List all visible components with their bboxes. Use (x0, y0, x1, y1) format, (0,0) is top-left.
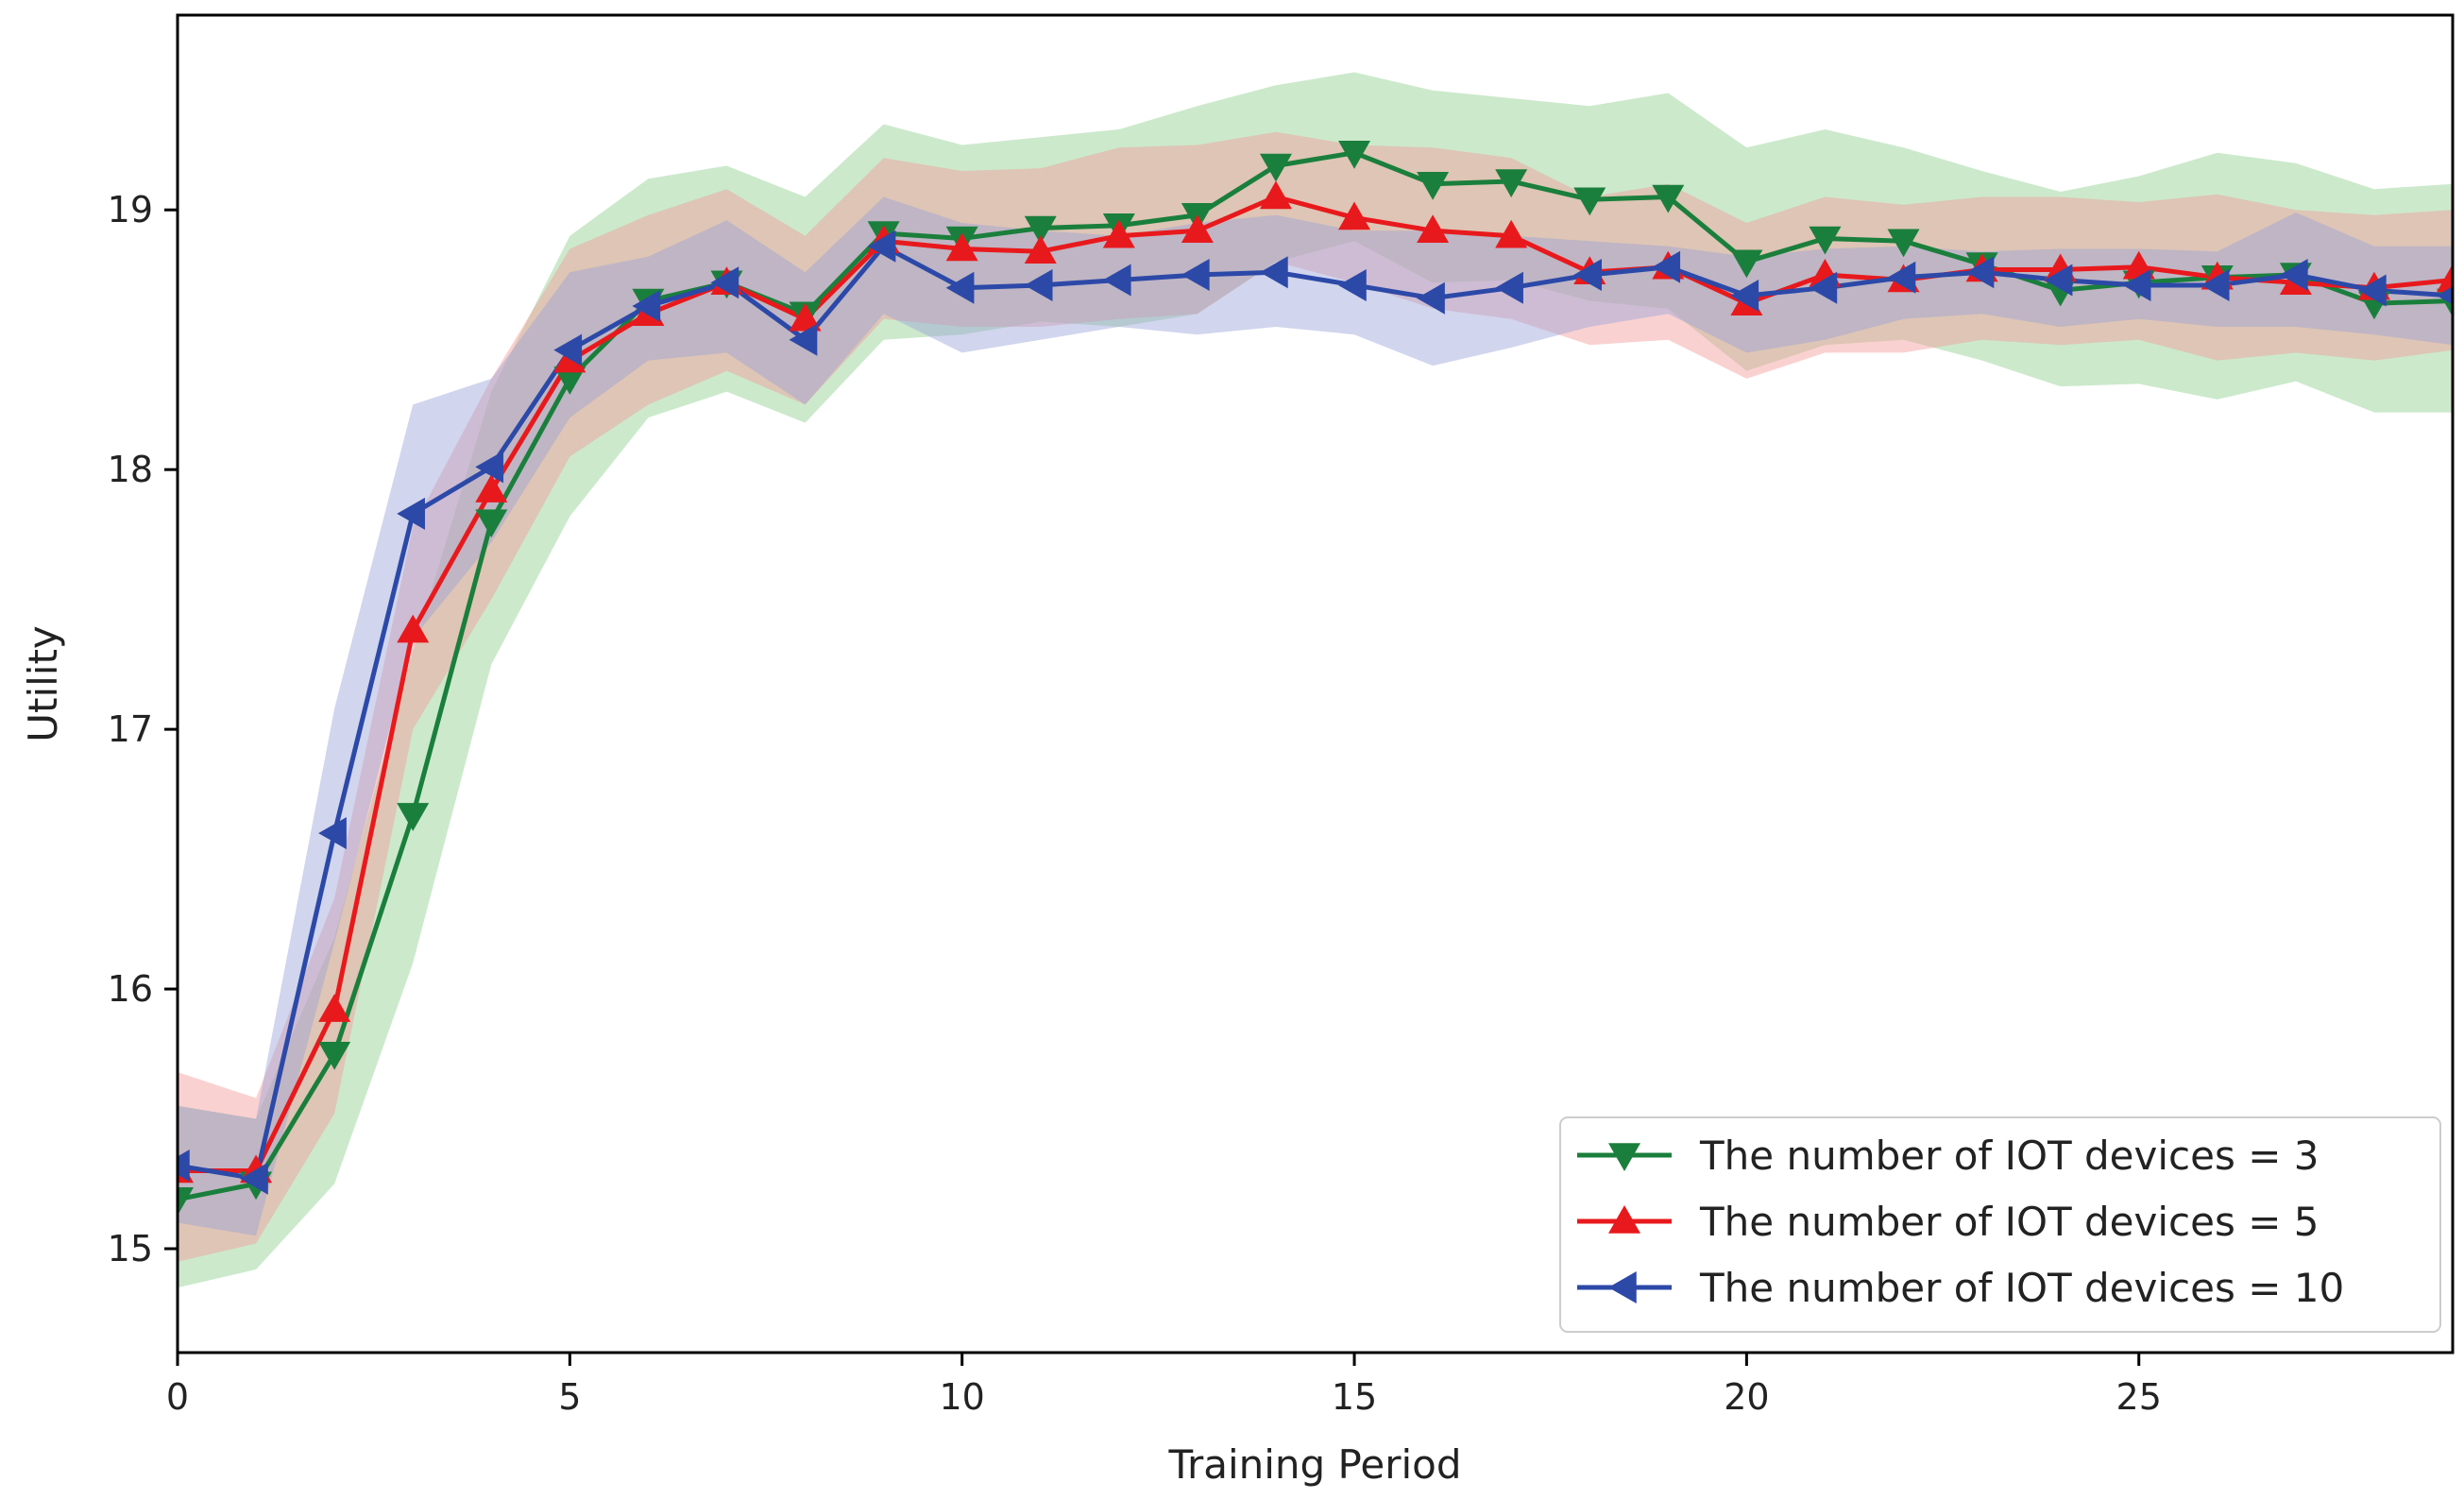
data-point-series-3 (1417, 281, 1445, 315)
data-point-series-1 (1652, 184, 1685, 213)
data-point-series-2 (789, 302, 822, 332)
y-tick-label: 16 (108, 968, 153, 1010)
data-point-series-3 (789, 323, 818, 356)
data-point-series-2 (1259, 180, 1292, 210)
x-axis-ticks: 0 5 10 15 20 25 (166, 1353, 2162, 1418)
data-point-series-1 (553, 366, 586, 395)
data-point-series-3 (553, 333, 583, 366)
legend-marker (1608, 1205, 1640, 1234)
data-point-series-3 (1887, 261, 1916, 294)
x-tick-label: 5 (558, 1376, 581, 1418)
x-tick-label: 10 (940, 1376, 985, 1418)
data-point-series-3 (1181, 258, 1210, 291)
data-point-series-3 (475, 451, 504, 484)
legend-item-2: The number of IOT devices = 5 (1577, 1199, 2319, 1245)
data-point-series-3 (1809, 271, 1838, 304)
data-point-series-3 (1259, 256, 1288, 289)
confidence-band-series-1 (178, 72, 2453, 1288)
legend-item-3: The number of IOT devices = 10 (1577, 1265, 2344, 1311)
data-point-series-3 (1102, 264, 1131, 297)
series-line-2 (178, 194, 2453, 1174)
series-markers (178, 140, 2453, 1216)
confidence-bands (178, 72, 2453, 1288)
legend-box (1559, 1116, 2441, 1333)
data-point-series-2 (397, 614, 430, 643)
legend-label: The number of IOT devices = 3 (1699, 1133, 2319, 1179)
y-axis-title: Utility (20, 625, 66, 742)
data-point-series-3 (2357, 274, 2387, 307)
legend-marker (1608, 1271, 1637, 1303)
data-point-series-2 (1417, 214, 1450, 243)
plot-area-frame (176, 13, 2455, 1354)
data-point-series-3 (397, 497, 425, 530)
data-point-series-3 (1024, 268, 1053, 301)
x-axis-title: Training Period (1167, 1441, 1461, 1488)
legend-label: The number of IOT devices = 5 (1699, 1199, 2319, 1245)
legend-marker (1608, 1143, 1640, 1171)
data-point-series-1 (1573, 187, 1606, 216)
x-tick-label: 20 (1724, 1376, 1769, 1418)
x-tick-label: 25 (2116, 1376, 2162, 1418)
y-axis-ticks: 15 16 17 18 19 (108, 189, 178, 1269)
x-tick-label: 15 (1332, 1376, 1377, 1418)
data-point-series-3 (2044, 264, 2073, 297)
legend: The number of IOT devices = 3 The number … (1559, 1116, 2441, 1333)
data-point-series-1 (318, 1042, 351, 1070)
confidence-band-series-2 (178, 131, 2453, 1262)
data-point-series-2 (945, 232, 978, 262)
data-point-series-1 (397, 803, 430, 831)
data-point-series-3 (945, 271, 975, 304)
data-point-series-1 (1338, 140, 1371, 169)
y-tick-label: 18 (108, 449, 153, 490)
data-point-series-3 (867, 230, 896, 263)
data-point-series-1 (1495, 169, 1528, 197)
data-point-series-2 (1495, 219, 1528, 248)
data-point-series-3 (2201, 268, 2230, 301)
data-point-series-1 (178, 1187, 194, 1216)
data-point-series-3 (1965, 256, 1995, 289)
data-point-series-2 (318, 994, 351, 1022)
legend-label: The number of IOT devices = 10 (1699, 1265, 2344, 1311)
data-point-series-1 (1887, 229, 1920, 258)
data-point-series-2 (1338, 201, 1371, 230)
data-point-series-3 (178, 1150, 190, 1183)
data-point-series-3 (710, 266, 739, 299)
data-point-series-3 (1730, 279, 1759, 312)
data-point-series-3 (1652, 250, 1681, 283)
data-point-series-2 (1024, 235, 1057, 264)
data-point-series-3 (1573, 258, 1602, 291)
data-point-series-3 (240, 1162, 268, 1195)
data-point-series-1 (475, 509, 508, 538)
data-point-series-2 (1181, 214, 1214, 243)
confidence-band-series-3 (178, 196, 2453, 1236)
data-point-series-1 (1024, 215, 1057, 245)
data-point-series-3 (318, 817, 347, 850)
y-tick-label: 19 (108, 189, 153, 230)
data-point-series-3 (2437, 286, 2453, 305)
data-point-series-2 (475, 474, 508, 503)
data-point-series-2 (1102, 219, 1135, 248)
data-point-series-3 (2279, 258, 2308, 291)
data-point-series-3 (632, 289, 661, 322)
data-point-series-3 (1495, 271, 1523, 304)
x-tick-label: 0 (166, 1376, 189, 1418)
data-point-series-1 (1259, 153, 1292, 182)
y-tick-label: 15 (108, 1228, 153, 1269)
data-point-series-2 (2437, 264, 2453, 293)
data-point-series-3 (2122, 268, 2151, 301)
y-tick-label: 17 (108, 708, 153, 750)
data-point-series-3 (1338, 268, 1367, 301)
data-point-series-1 (1809, 226, 1842, 255)
data-point-series-1 (1730, 249, 1763, 279)
series-line-1 (178, 150, 2453, 1202)
data-point-series-1 (1417, 171, 1450, 200)
legend-item-1: The number of IOT devices = 3 (1577, 1133, 2319, 1179)
